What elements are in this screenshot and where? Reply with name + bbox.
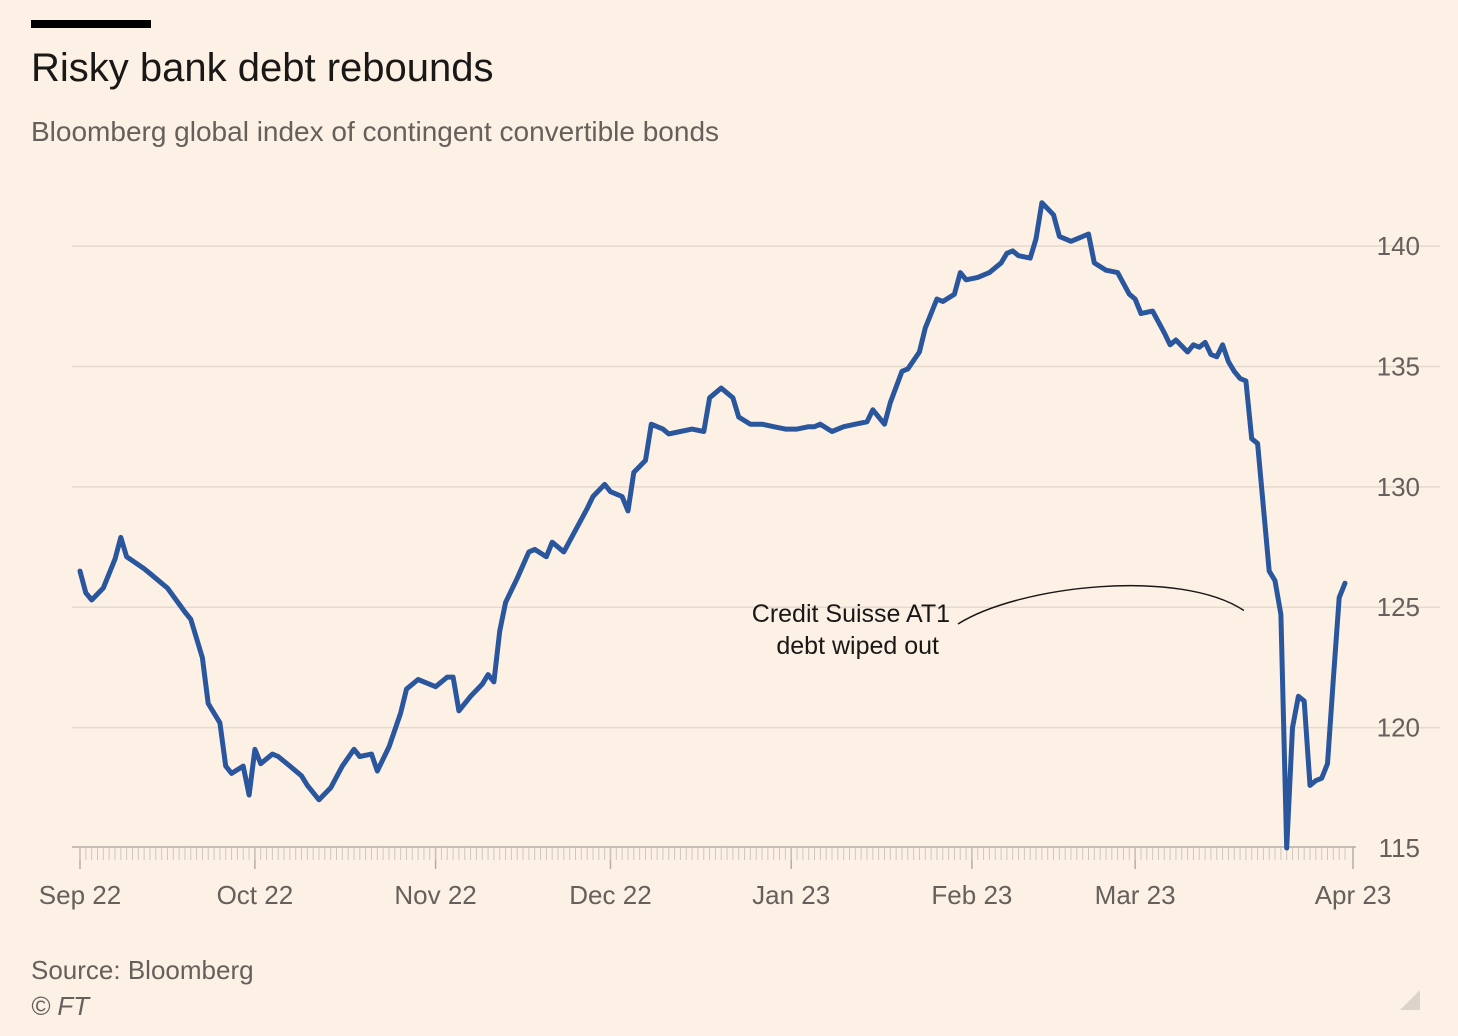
x-axis: Sep 22 Oct 22 Nov 22 Dec 22 Jan 23 Feb 23 Mar … [39,846,1392,910]
annotation-label-line-2: debt wiped out [776,632,939,660]
source-note: Source: Bloomberg [31,955,254,985]
chart-title: Risky bank debt rebounds [31,46,494,90]
y-tick-label-135: 135 [1377,351,1420,381]
chart-subtitle: Bloomberg global index of contingent con… [31,116,720,147]
x-tick-label-apr-23: Apr 23 [1315,880,1392,910]
x-tick-label-feb-23: Feb 23 [931,880,1012,910]
y-tick-label-125: 125 [1377,592,1420,622]
x-tick-label-nov-22: Nov 22 [394,880,476,910]
y-tick-label-140: 140 [1377,231,1420,261]
resize-handle-icon[interactable] [1400,990,1420,1010]
header-rule [31,20,151,28]
y-axis: 115 120 125 130 135 140 [1377,231,1420,863]
series-line-coco-index [77,200,1348,851]
x-tick-label-sep-22: Sep 22 [39,880,121,910]
x-tick-label-mar-23: Mar 23 [1095,880,1176,910]
x-tick-label-dec-22: Dec 22 [569,880,651,910]
x-tick-label-jan-23: Jan 23 [752,880,830,910]
x-tick-label-oct-22: Oct 22 [217,880,294,910]
copyright-note: © FT [31,991,90,1021]
y-tick-label-115: 115 [1379,833,1420,863]
y-tick-label-120: 120 [1377,713,1420,743]
gridlines [72,245,1440,729]
annotation-label-line-1: Credit Suisse AT1 [752,600,950,628]
x-axis-minor-ticks [79,847,1346,860]
annotation-leader-line [957,584,1245,625]
y-tick-label-130: 130 [1377,472,1420,502]
